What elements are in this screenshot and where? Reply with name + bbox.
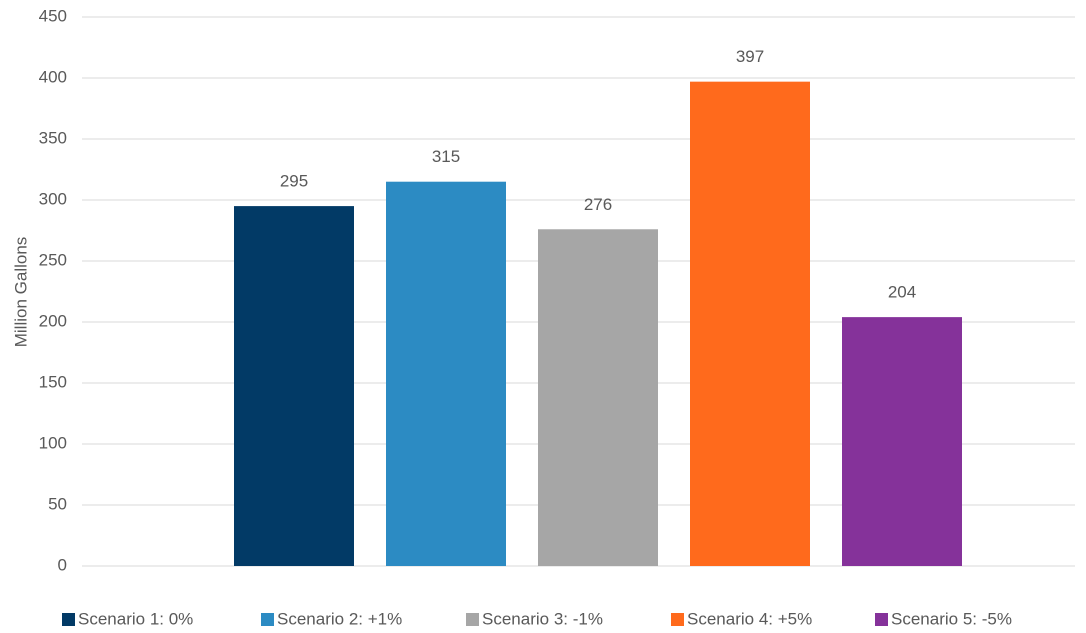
bar <box>538 229 658 566</box>
bar <box>234 206 354 566</box>
y-tick-label: 50 <box>48 494 67 513</box>
data-label: 315 <box>432 147 460 166</box>
y-tick-label: 350 <box>39 128 67 147</box>
data-label: 397 <box>736 47 764 66</box>
y-tick-label: 400 <box>39 67 67 86</box>
legend-label: Scenario 3: -1% <box>482 609 603 628</box>
legend-swatch <box>671 613 684 626</box>
y-tick-label: 250 <box>39 250 67 269</box>
legend-label: Scenario 1: 0% <box>78 609 193 628</box>
bar <box>690 81 810 566</box>
legend-label: Scenario 4: +5% <box>687 609 812 628</box>
y-tick-label: 200 <box>39 311 67 330</box>
y-axis-label: Million Gallons <box>11 237 30 348</box>
y-tick-label: 450 <box>39 6 67 25</box>
legend-label: Scenario 2: +1% <box>277 609 402 628</box>
bar <box>842 317 962 566</box>
data-label: 204 <box>888 283 916 302</box>
y-tick-label: 0 <box>58 555 67 574</box>
data-label: 276 <box>584 195 612 214</box>
legend-swatch <box>875 613 888 626</box>
y-tick-label: 300 <box>39 189 67 208</box>
legend-label: Scenario 5: -5% <box>891 609 1012 628</box>
legend-swatch <box>62 613 75 626</box>
bar <box>386 181 506 566</box>
legend-swatch <box>261 613 274 626</box>
y-tick-label: 100 <box>39 433 67 452</box>
legend-swatch <box>466 613 479 626</box>
data-label: 295 <box>280 172 308 191</box>
y-tick-label: 150 <box>39 372 67 391</box>
